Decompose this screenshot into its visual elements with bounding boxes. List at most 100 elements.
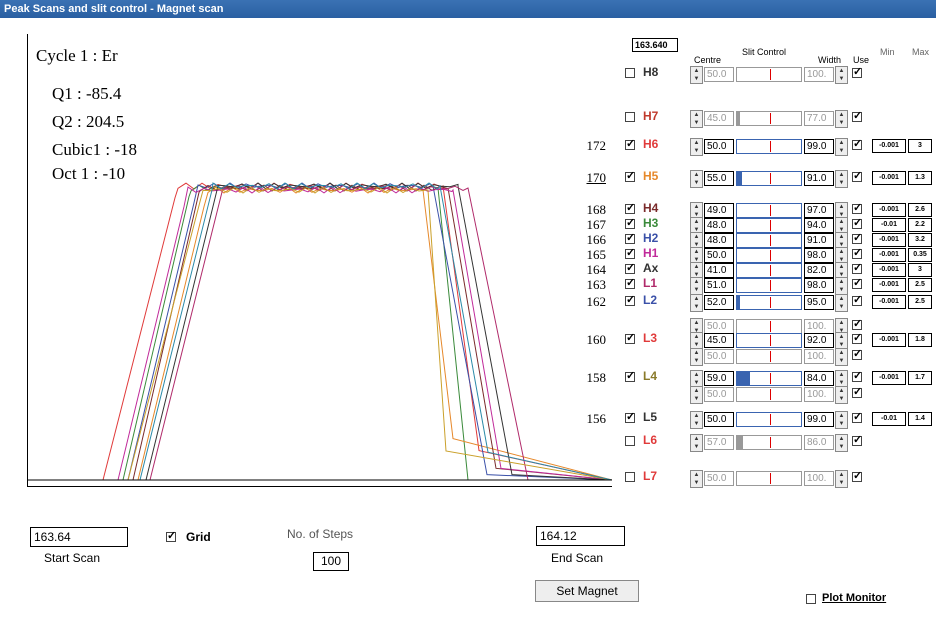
use-checkbox[interactable] <box>852 334 862 344</box>
centre-value[interactable]: 45.0 <box>704 333 734 348</box>
row-enable-checkbox[interactable] <box>625 279 635 289</box>
slit-control-bar[interactable] <box>736 111 802 126</box>
max-value[interactable]: 2.5 <box>908 295 932 309</box>
min-value[interactable]: -0.01 <box>872 412 906 426</box>
min-value[interactable]: -0.01 <box>872 218 906 232</box>
width-spinner[interactable]: ▲ ▼ <box>835 386 848 404</box>
min-value[interactable]: -0.001 <box>872 295 906 309</box>
centre-spinner[interactable]: ▲ ▼ <box>690 348 703 366</box>
width-value[interactable]: 98.0 <box>804 278 834 293</box>
width-spinner[interactable]: ▲ ▼ <box>835 110 848 128</box>
row-enable-checkbox[interactable] <box>625 68 635 78</box>
slit-control-bar[interactable] <box>736 412 802 427</box>
use-checkbox[interactable] <box>852 296 862 306</box>
min-value[interactable]: -0.001 <box>872 263 906 277</box>
slit-control-bar[interactable] <box>736 171 802 186</box>
grid-checkbox[interactable] <box>166 532 176 542</box>
width-value[interactable]: 99.0 <box>804 139 834 154</box>
row-enable-checkbox[interactable] <box>625 436 635 446</box>
use-checkbox[interactable] <box>852 372 862 382</box>
centre-spinner[interactable]: ▲ ▼ <box>690 262 703 280</box>
use-checkbox[interactable] <box>852 172 862 182</box>
width-value[interactable]: 100. <box>804 387 834 402</box>
slit-control-bar[interactable] <box>736 387 802 402</box>
centre-value[interactable]: 50.0 <box>704 349 734 364</box>
slit-control-bar[interactable] <box>736 295 802 310</box>
row-enable-checkbox[interactable] <box>625 249 635 259</box>
centre-spinner[interactable]: ▲ ▼ <box>690 277 703 295</box>
width-spinner[interactable]: ▲ ▼ <box>835 217 848 235</box>
width-value[interactable]: 98.0 <box>804 248 834 263</box>
width-value[interactable]: 97.0 <box>804 203 834 218</box>
slit-control-bar[interactable] <box>736 233 802 248</box>
min-value[interactable]: -0.001 <box>872 139 906 153</box>
width-value[interactable]: 95.0 <box>804 295 834 310</box>
set-magnet-button[interactable]: Set Magnet <box>535 580 639 602</box>
steps-input[interactable]: 100 <box>313 552 349 571</box>
width-spinner[interactable]: ▲ ▼ <box>835 348 848 366</box>
row-enable-checkbox[interactable] <box>625 140 635 150</box>
use-checkbox[interactable] <box>852 140 862 150</box>
min-value[interactable]: -0.001 <box>872 203 906 217</box>
slit-control-bar[interactable] <box>736 139 802 154</box>
centre-value[interactable]: 48.0 <box>704 218 734 233</box>
slit-control-bar[interactable] <box>736 333 802 348</box>
max-value[interactable]: 1.4 <box>908 412 932 426</box>
max-value[interactable]: 2.6 <box>908 203 932 217</box>
width-value[interactable]: 84.0 <box>804 371 834 386</box>
max-value[interactable]: 2.2 <box>908 218 932 232</box>
width-value[interactable]: 86.0 <box>804 435 834 450</box>
centre-value[interactable]: 52.0 <box>704 295 734 310</box>
row-enable-checkbox[interactable] <box>625 372 635 382</box>
width-value[interactable]: 77.0 <box>804 111 834 126</box>
row-enable-checkbox[interactable] <box>625 334 635 344</box>
max-value[interactable]: 1.3 <box>908 171 932 185</box>
width-value[interactable]: 99.0 <box>804 412 834 427</box>
min-value[interactable]: -0.001 <box>872 371 906 385</box>
centre-spinner[interactable]: ▲ ▼ <box>690 434 703 452</box>
use-checkbox[interactable] <box>852 204 862 214</box>
min-value[interactable]: -0.001 <box>872 333 906 347</box>
use-checkbox[interactable] <box>852 68 862 78</box>
row-enable-checkbox[interactable] <box>625 413 635 423</box>
row-enable-checkbox[interactable] <box>625 296 635 306</box>
width-spinner[interactable]: ▲ ▼ <box>835 66 848 84</box>
use-checkbox[interactable] <box>852 350 862 360</box>
centre-spinner[interactable]: ▲ ▼ <box>690 386 703 404</box>
centre-spinner[interactable]: ▲ ▼ <box>690 170 703 188</box>
use-checkbox[interactable] <box>852 472 862 482</box>
centre-value[interactable]: 50.0 <box>704 248 734 263</box>
slit-control-bar[interactable] <box>736 263 802 278</box>
use-checkbox[interactable] <box>852 219 862 229</box>
max-value[interactable]: 2.5 <box>908 278 932 292</box>
min-value[interactable]: -0.001 <box>872 233 906 247</box>
centre-spinner[interactable]: ▲ ▼ <box>690 66 703 84</box>
centre-value[interactable]: 50.0 <box>704 67 734 82</box>
centre-value[interactable]: 50.0 <box>704 471 734 486</box>
slit-control-bar[interactable] <box>736 349 802 364</box>
row-enable-checkbox[interactable] <box>625 172 635 182</box>
width-value[interactable]: 100. <box>804 471 834 486</box>
centre-value[interactable]: 48.0 <box>704 233 734 248</box>
width-value[interactable]: 91.0 <box>804 233 834 248</box>
use-checkbox[interactable] <box>852 234 862 244</box>
centre-spinner[interactable]: ▲ ▼ <box>690 470 703 488</box>
centre-value[interactable]: 49.0 <box>704 203 734 218</box>
slit-control-bar[interactable] <box>736 435 802 450</box>
width-spinner[interactable]: ▲ ▼ <box>835 138 848 156</box>
max-value[interactable]: 3.2 <box>908 233 932 247</box>
use-checkbox[interactable] <box>852 413 862 423</box>
use-checkbox[interactable] <box>852 264 862 274</box>
row-enable-checkbox[interactable] <box>625 204 635 214</box>
centre-spinner[interactable]: ▲ ▼ <box>690 138 703 156</box>
use-checkbox[interactable] <box>852 436 862 446</box>
centre-spinner[interactable]: ▲ ▼ <box>690 217 703 235</box>
min-value[interactable]: -0.001 <box>872 278 906 292</box>
slit-control-bar[interactable] <box>736 248 802 263</box>
row-enable-checkbox[interactable] <box>625 472 635 482</box>
row-enable-checkbox[interactable] <box>625 234 635 244</box>
max-value[interactable]: 1.8 <box>908 333 932 347</box>
centre-spinner[interactable]: ▲ ▼ <box>690 110 703 128</box>
centre-spinner[interactable]: ▲ ▼ <box>690 332 703 350</box>
centre-value[interactable]: 50.0 <box>704 139 734 154</box>
